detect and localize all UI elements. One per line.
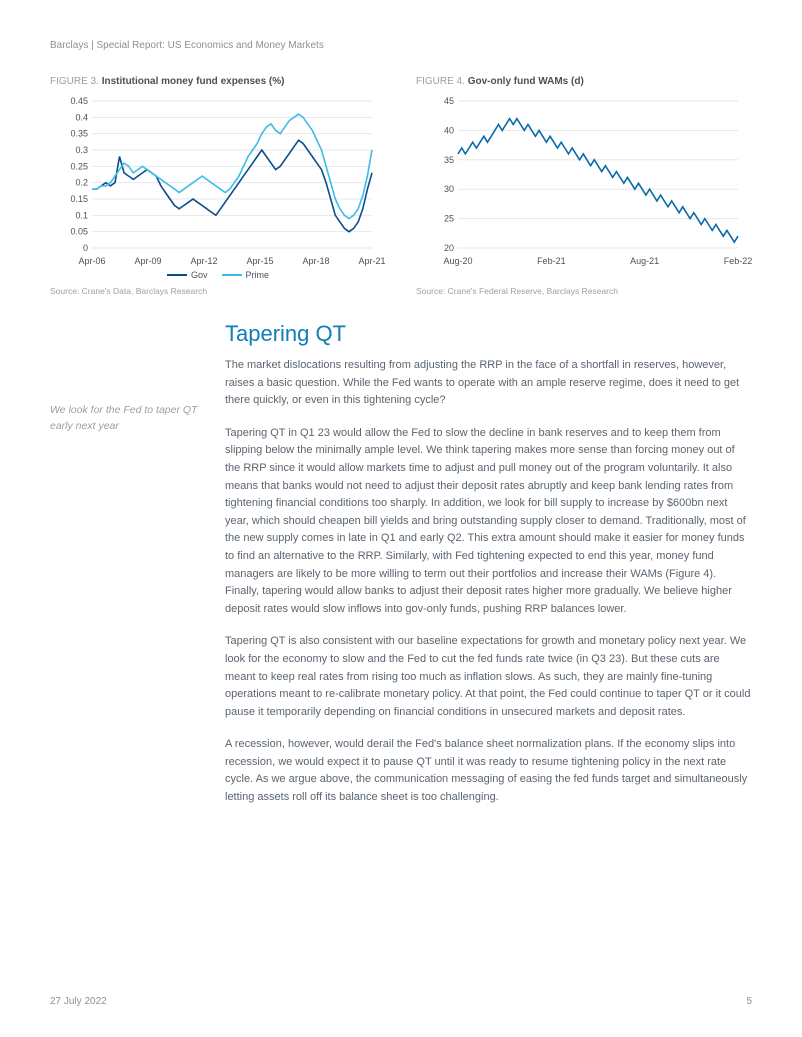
figure-4-source: Source: Crane's Federal Reserve, Barclay…	[416, 286, 752, 296]
svg-text:35: 35	[444, 155, 454, 165]
legend-gov: Gov	[167, 270, 208, 280]
section-heading: Tapering QT	[225, 321, 752, 347]
figure-3-caption: FIGURE 3. Institutional money fund expen…	[50, 76, 386, 87]
figure-3-source: Source: Crane's Data, Barclays Research	[50, 286, 386, 296]
figure-3-legend: Gov Prime	[50, 270, 386, 280]
svg-text:40: 40	[444, 125, 454, 135]
svg-text:Apr-15: Apr-15	[246, 256, 273, 266]
legend-prime-line	[222, 274, 242, 276]
svg-text:0: 0	[83, 243, 88, 253]
figures-row: FIGURE 3. Institutional money fund expen…	[50, 76, 752, 296]
svg-text:Apr-06: Apr-06	[78, 256, 105, 266]
paragraph-4: A recession, however, would derail the F…	[225, 736, 752, 806]
svg-text:0.05: 0.05	[70, 227, 88, 237]
paragraph-2: Tapering QT in Q1 23 would allow the Fed…	[225, 425, 752, 619]
svg-text:Apr-21: Apr-21	[358, 256, 385, 266]
figure-4-chart: 20 25 30 35 40 45 Aug-20 Feb-21 Aug-21 Feb-22	[416, 93, 752, 268]
svg-text:30: 30	[444, 184, 454, 194]
footer-page: 5	[746, 996, 752, 1007]
svg-text:0.1: 0.1	[75, 210, 88, 220]
main-content: We look for the Fed to taper QT early ne…	[50, 321, 752, 822]
paragraph-3: Tapering QT is also consistent with our …	[225, 633, 752, 721]
body-column: Tapering QT The market dislocations resu…	[225, 321, 752, 822]
figure-3-chart: 0 0.05 0.1 0.15 0.2 0.25 0.3 0.35 0.4 0.45 Apr-06 A…	[50, 93, 386, 268]
svg-text:20: 20	[444, 243, 454, 253]
fig4-label: FIGURE 4.	[416, 76, 465, 87]
paragraph-1: The market dislocations resulting from a…	[225, 357, 752, 410]
svg-text:Apr-09: Apr-09	[134, 256, 161, 266]
svg-text:Apr-12: Apr-12	[190, 256, 217, 266]
svg-text:0.45: 0.45	[70, 96, 88, 106]
svg-text:Aug-20: Aug-20	[443, 256, 472, 266]
svg-text:0.2: 0.2	[75, 178, 88, 188]
fig3-title: Institutional money fund expenses (%)	[102, 76, 285, 87]
svg-text:25: 25	[444, 214, 454, 224]
svg-text:0.15: 0.15	[70, 194, 88, 204]
svg-text:0.35: 0.35	[70, 129, 88, 139]
svg-text:0.3: 0.3	[75, 145, 88, 155]
page-header: Barclays | Special Report: US Economics …	[50, 40, 752, 51]
legend-gov-line	[167, 274, 187, 276]
legend-prime: Prime	[222, 270, 270, 280]
figure-3: FIGURE 3. Institutional money fund expen…	[50, 76, 386, 296]
svg-text:Feb-21: Feb-21	[537, 256, 566, 266]
figure-4: FIGURE 4. Gov-only fund WAMs (d) 20 25 30 3…	[416, 76, 752, 296]
svg-text:0.25: 0.25	[70, 161, 88, 171]
svg-text:Aug-21: Aug-21	[630, 256, 659, 266]
legend-prime-label: Prime	[246, 270, 270, 280]
footer-date: 27 July 2022	[50, 996, 107, 1007]
figure-4-caption: FIGURE 4. Gov-only fund WAMs (d)	[416, 76, 752, 87]
margin-note: We look for the Fed to taper QT early ne…	[50, 403, 200, 435]
legend-gov-label: Gov	[191, 270, 208, 280]
svg-text:Feb-22: Feb-22	[724, 256, 752, 266]
page-footer: 27 July 2022 5	[50, 996, 752, 1007]
margin-sidebar: We look for the Fed to taper QT early ne…	[50, 321, 200, 822]
fig3-label: FIGURE 3.	[50, 76, 99, 87]
svg-text:Apr-18: Apr-18	[302, 256, 329, 266]
svg-text:0.4: 0.4	[75, 112, 88, 122]
fig4-title: Gov-only fund WAMs (d)	[468, 76, 584, 87]
svg-text:45: 45	[444, 96, 454, 106]
